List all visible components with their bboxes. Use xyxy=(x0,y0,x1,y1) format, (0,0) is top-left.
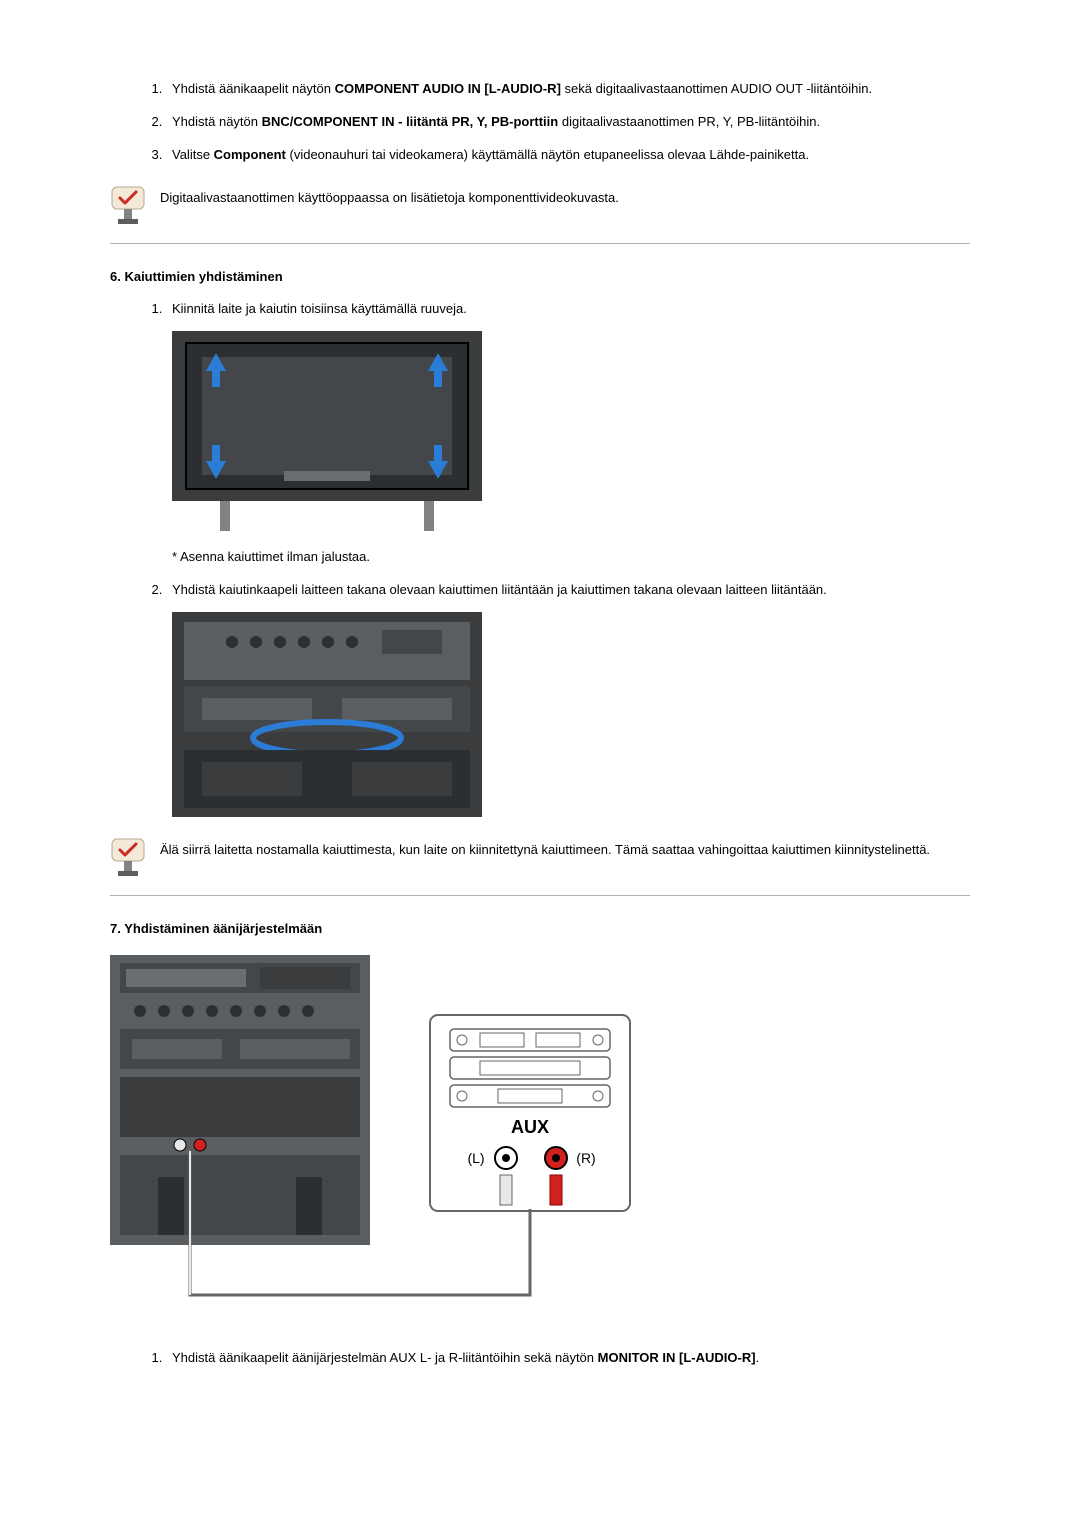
text: Yhdistä äänikaapelit äänijärjestelmän AU… xyxy=(172,1350,598,1365)
note-row: Digitaalivastaanottimen käyttöoppaassa o… xyxy=(110,185,970,225)
initial-item-1: Yhdistä äänikaapelit näytön COMPONENT AU… xyxy=(166,80,970,99)
section-6-item-1: Kiinnitä laite ja kaiutin toisiinsa käyt… xyxy=(166,300,970,567)
star-note: * Asenna kaiuttimet ilman jalustaa. xyxy=(172,548,970,567)
section-6-heading: 6. Kaiuttimien yhdistäminen xyxy=(110,268,970,287)
aux-connection-diagram: AUX (L) (R) xyxy=(110,955,970,1325)
section-initial: Yhdistä äänikaapelit näytön COMPONENT AU… xyxy=(110,80,970,244)
aux-right-label: (R) xyxy=(576,1150,595,1166)
bold-text: BNC/COMPONENT IN - liitäntä PR, Y, PB-po… xyxy=(262,114,559,129)
note-text: Digitaalivastaanottimen käyttöoppaassa o… xyxy=(160,185,970,208)
section-7-item-1: Yhdistä äänikaapelit äänijärjestelmän AU… xyxy=(166,1349,970,1368)
section-7: 7. Yhdistäminen äänijärjestelmään xyxy=(110,920,970,1368)
aux-label: AUX xyxy=(511,1117,549,1137)
section-7-heading: 7. Yhdistäminen äänijärjestelmään xyxy=(110,920,970,939)
section-7-list: Yhdistä äänikaapelit äänijärjestelmän AU… xyxy=(110,1349,970,1368)
aux-left-label: (L) xyxy=(467,1150,484,1166)
bold-text: MONITOR IN [L-AUDIO-R] xyxy=(598,1350,756,1365)
bold-text: Component xyxy=(214,147,286,162)
initial-list: Yhdistä äänikaapelit näytön COMPONENT AU… xyxy=(110,80,970,165)
note-row-2: Älä siirrä laitetta nostamalla kaiuttime… xyxy=(110,837,970,877)
note-text: Älä siirrä laitetta nostamalla kaiuttime… xyxy=(160,837,970,860)
text: (videonauhuri tai videokamera) käyttämäl… xyxy=(286,147,809,162)
text: digitaalivastaanottimen PR, Y, PB-liitän… xyxy=(558,114,820,129)
bold-text: COMPONENT AUDIO IN [L-AUDIO-R] xyxy=(335,81,561,96)
text: sekä digitaalivastaanottimen AUDIO OUT -… xyxy=(561,81,872,96)
section-6-item-2: Yhdistä kaiutinkaapeli laitteen takana o… xyxy=(166,581,970,817)
section-6: 6. Kaiuttimien yhdistäminen Kiinnitä lai… xyxy=(110,268,970,896)
speaker-mounting-diagram xyxy=(172,331,482,536)
speaker-cable-diagram xyxy=(172,612,482,817)
text: . xyxy=(756,1350,760,1365)
checkmark-icon xyxy=(110,185,146,225)
checkmark-icon xyxy=(110,837,146,877)
text: Yhdistä äänikaapelit näytön xyxy=(172,81,335,96)
initial-item-2: Yhdistä näytön BNC/COMPONENT IN - liitän… xyxy=(166,113,970,132)
divider xyxy=(110,895,970,896)
divider xyxy=(110,243,970,244)
text: Yhdistä näytön xyxy=(172,114,262,129)
text: Valitse xyxy=(172,147,214,162)
initial-item-3: Valitse Component (videonauhuri tai vide… xyxy=(166,146,970,165)
section-6-list: Kiinnitä laite ja kaiutin toisiinsa käyt… xyxy=(110,300,970,817)
